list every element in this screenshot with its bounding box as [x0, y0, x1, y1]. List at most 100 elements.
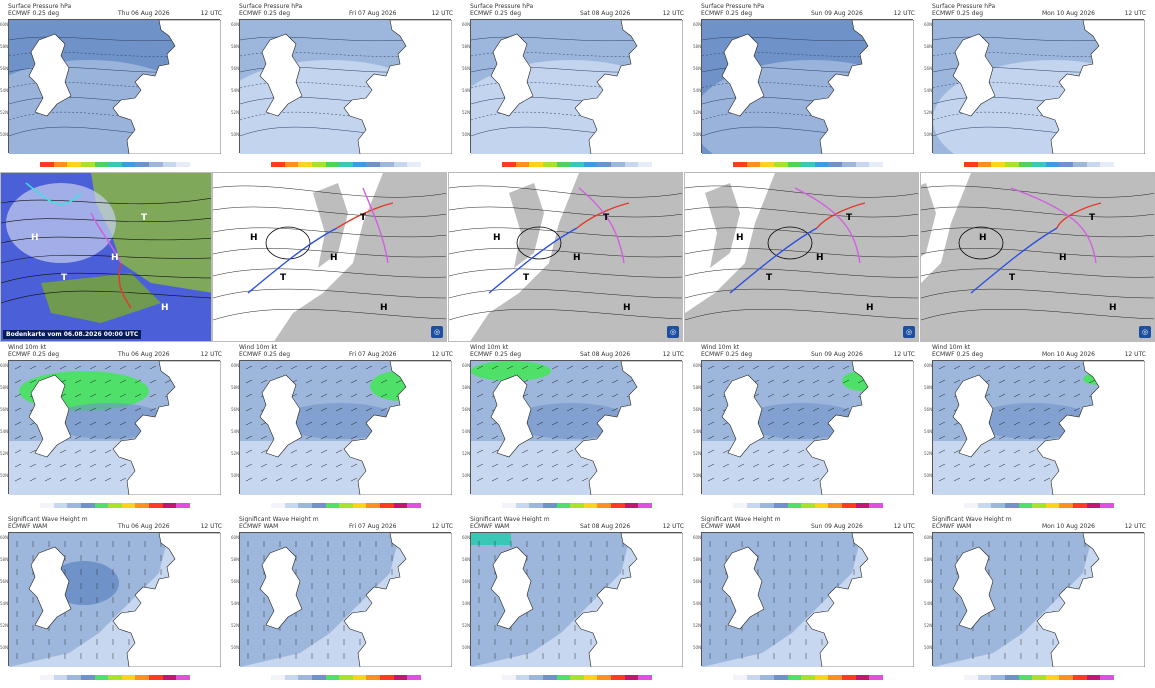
wind-panel-1[interactable]: Wind 10m kt ECMWF 0.25 deg Thu 06 Aug 2026…: [0, 343, 230, 513]
high-pressure-label: H: [573, 253, 581, 263]
wind-panel-2[interactable]: Wind 10m kt ECMWF 0.25 deg Fri 07 Aug 2026…: [231, 343, 461, 513]
colorbar: [40, 675, 191, 680]
colorbar: [271, 675, 422, 680]
panel-header: Surface Pressure hPa ECMWF 0.25 deg Fri 07…: [231, 2, 461, 18]
lat-tick: 50N: [0, 132, 9, 137]
colorbar-swatch: [352, 162, 367, 167]
colorbar-swatch: [176, 162, 191, 167]
lat-tick: 60N: [0, 363, 9, 368]
surface-analysis-4[interactable]: H H T H T ◎: [684, 172, 919, 342]
map-area[interactable]: [231, 19, 453, 172]
pressure-panel-5[interactable]: Surface Pressure hPa ECMWF 0.25 deg Mon 10…: [924, 2, 1154, 172]
wind-panel-4[interactable]: Wind 10m kt ECMWF 0.25 deg Sun 09 Aug 2026…: [693, 343, 923, 513]
lat-tick: 58N: [924, 385, 933, 390]
map-area[interactable]: [693, 19, 923, 172]
colorbar-swatch: [325, 162, 340, 167]
lat-tick: 60N: [924, 363, 933, 368]
uk-land: [490, 546, 534, 630]
map-area[interactable]: [8, 532, 222, 668]
panel-date: Sun 09 Aug 2026: [811, 351, 863, 358]
surface-analysis-2[interactable]: H H T H T ◎: [212, 172, 447, 342]
colorbar-swatch: [1004, 503, 1019, 508]
colorbar-swatch: [80, 162, 95, 167]
wave-panel-4[interactable]: Significant Wave Height m ECMWF WAM Sun 09…: [693, 515, 923, 685]
map-area[interactable]: [932, 532, 1146, 668]
colorbar: [502, 503, 653, 508]
panel-date: Mon 10 Aug 2026: [1042, 523, 1095, 530]
colorbar-swatch: [502, 503, 516, 508]
uk-land: [28, 374, 72, 458]
pressure-panel-1[interactable]: Surface Pressure hPa ECMWF 0.25 deg Thu 06…: [0, 2, 230, 172]
wave-panel-5[interactable]: Significant Wave Height m ECMWF WAM Mon 10…: [924, 515, 1154, 685]
lat-tick: 50N: [231, 645, 240, 650]
map-area[interactable]: [8, 360, 222, 496]
low-pressure-label: T: [846, 213, 853, 223]
map-area[interactable]: [470, 532, 684, 668]
panel-title: Wind 10m kt: [701, 344, 740, 351]
panel-date: Thu 06 Aug 2026: [118, 351, 170, 358]
colorbar-swatch: [1073, 503, 1087, 508]
wave-panel-2[interactable]: Significant Wave Height m ECMWF WAM Fri 07…: [231, 515, 461, 685]
panel-title: Significant Wave Height m: [470, 516, 550, 523]
panel-model: ECMWF WAM: [8, 523, 48, 530]
colorbar-swatch: [311, 503, 326, 508]
low-pressure-label: T: [1009, 273, 1016, 283]
dwd-logo-icon: ◎: [903, 326, 915, 338]
map-area[interactable]: [239, 532, 453, 668]
colorbar-swatch: [366, 162, 381, 167]
map-svg: [462, 19, 691, 172]
lat-tick: 56N: [693, 407, 702, 412]
map-area[interactable]: [0, 19, 222, 172]
colorbar-swatch: [298, 503, 312, 508]
panel-model: ECMWF 0.25 deg: [470, 351, 522, 358]
uk-land: [952, 33, 996, 117]
lat-tick: 56N: [0, 66, 9, 71]
lat-tick: 58N: [693, 44, 702, 49]
map-area[interactable]: [932, 360, 1146, 496]
map-svg: [240, 360, 453, 496]
surface-analysis-5[interactable]: H H T H T ◎: [920, 172, 1155, 342]
wind-panel-5[interactable]: Wind 10m kt ECMWF 0.25 deg Mon 10 Aug 2026…: [924, 343, 1154, 513]
uk-land: [259, 546, 303, 630]
colorbar-swatch: [570, 503, 584, 508]
lat-tick: 54N: [924, 429, 933, 434]
colorbar-swatch: [991, 162, 1005, 167]
pressure-panel-3[interactable]: Surface Pressure hPa ECMWF 0.25 deg Sat 08…: [462, 2, 692, 172]
colorbar-swatch: [583, 675, 598, 680]
surface-analysis-3[interactable]: H H T H T ◎: [448, 172, 683, 342]
colorbar-swatch: [162, 162, 177, 167]
lat-tick: 58N: [924, 557, 933, 562]
colorbar-swatch: [638, 675, 653, 680]
pressure-panel-2[interactable]: Surface Pressure hPa ECMWF 0.25 deg Fri 07…: [231, 2, 461, 172]
pressure-panel-4[interactable]: Surface Pressure hPa ECMWF 0.25 deg Sun 09…: [693, 2, 923, 172]
colorbar-swatch: [1073, 162, 1087, 167]
map-area[interactable]: [239, 360, 453, 496]
surface-analysis-1[interactable]: H H T H T Bodenkarte vom 06.08.2026 00:00 UTC: [0, 172, 212, 342]
colorbar-swatch: [760, 503, 774, 508]
lat-tick: 50N: [231, 473, 240, 478]
map-area[interactable]: [932, 19, 1154, 172]
high-pressure-label: H: [493, 233, 501, 243]
lat-tick: 52N: [924, 110, 933, 115]
map-area[interactable]: [701, 360, 915, 496]
map-area[interactable]: [462, 19, 691, 172]
map-area[interactable]: [701, 532, 915, 668]
wave-panel-3[interactable]: Significant Wave Height m ECMWF WAM Sat 08…: [462, 515, 692, 685]
colorbar-swatch: [284, 503, 299, 508]
colorbar-swatch: [773, 675, 788, 680]
wave-panel-1[interactable]: Significant Wave Height m ECMWF WAM Thu 06…: [0, 515, 230, 685]
lat-tick: 54N: [462, 429, 471, 434]
panel-time: 12 UTC: [1124, 523, 1146, 530]
panel-title: Significant Wave Height m: [701, 516, 781, 523]
colorbar-swatch: [1086, 503, 1101, 508]
panel-time: 12 UTC: [662, 10, 684, 17]
lat-tick: 50N: [693, 132, 702, 137]
colorbar-swatch: [529, 675, 543, 680]
colorbar-swatch: [407, 675, 422, 680]
colorbar-swatch: [380, 503, 394, 508]
panel-model: ECMWF 0.25 deg: [701, 351, 753, 358]
continent-land: [805, 360, 915, 496]
wind-panel-3[interactable]: Wind 10m kt ECMWF 0.25 deg Sat 08 Aug 2026…: [462, 343, 692, 513]
map-area[interactable]: [470, 360, 684, 496]
continent-land: [574, 532, 684, 668]
